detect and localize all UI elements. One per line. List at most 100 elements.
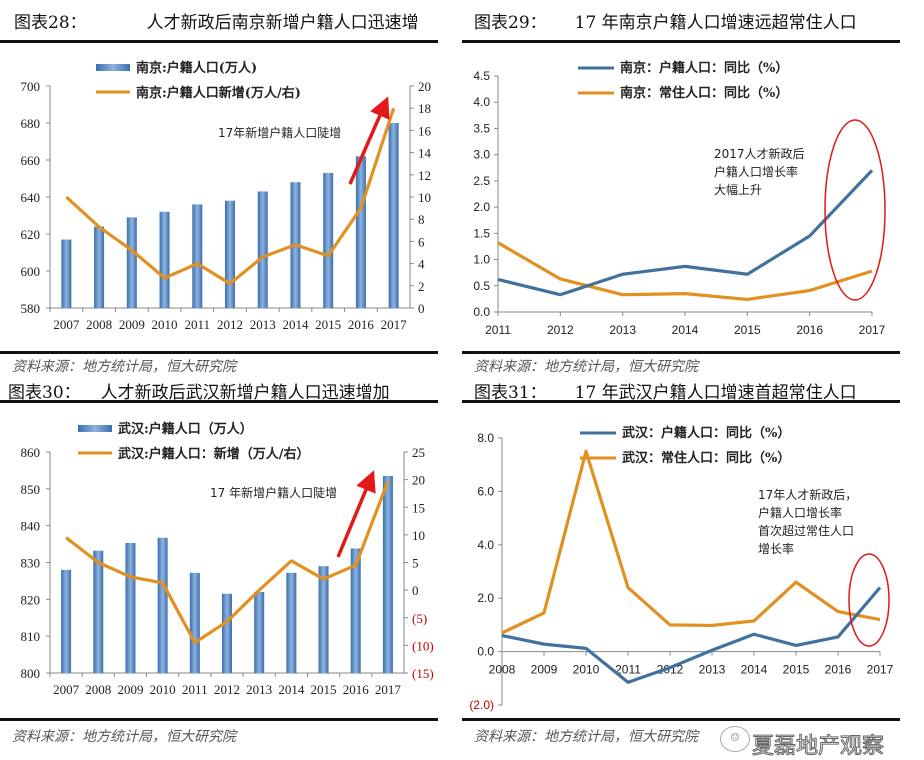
bar	[323, 172, 334, 308]
series-line-hukou	[497, 169, 874, 297]
x-tick-label: 2015	[315, 317, 341, 332]
left-tick-label: 620	[21, 227, 41, 242]
bar	[93, 550, 104, 673]
x-tick-label: 2017	[867, 663, 894, 677]
legend-label: 武汉：户籍人口：同比（%）	[622, 425, 790, 441]
annotation-text: 17 年新增户籍人口陡增	[210, 485, 337, 500]
right-tick-label: (10)	[412, 638, 434, 653]
right-tick-label: 0	[412, 583, 419, 598]
bar	[225, 200, 235, 308]
y-tick-label: 3.5	[473, 121, 490, 135]
x-tick-label: 2015	[311, 682, 337, 697]
x-tick-label: 2014	[278, 682, 305, 697]
highlight-ellipse	[824, 119, 886, 301]
chart-30-label: 图表30：	[8, 383, 81, 403]
chart-30-top-rule	[0, 400, 438, 403]
x-tick-label: 2014	[672, 323, 699, 337]
annotation-line: 户籍人口增长率	[758, 505, 842, 520]
legend-bar-swatch	[96, 64, 130, 71]
chart-29: 0.0 0.5 1.0 1.5 2.0 2.5 3.0 3.5 4.0 4.5 2011 2012 20…	[473, 60, 886, 337]
x-tick-label: 2016	[348, 317, 375, 332]
x-tick-label: 2012	[214, 682, 240, 697]
chart-28: 580 600 620 640 660 680 700 0 2 4 6 8 10 12 14 16 18 20 20…	[21, 60, 432, 332]
chart-29-title-text: 17 年南京户籍人口增速远超常住人口	[574, 13, 857, 33]
left-tick-label: 580	[21, 301, 41, 316]
chart-30-title: 图表30： 人才新政后武汉新增户籍人口迅速增加	[8, 378, 390, 403]
y-tick-label: 0.0	[473, 305, 490, 319]
x-tick-label: 2011	[182, 682, 208, 697]
legend-bar-swatch	[78, 425, 112, 432]
bar	[382, 475, 393, 673]
legend-label-bars: 武汉:户籍人口（万人）	[118, 421, 253, 437]
x-tick-label: 2011	[485, 323, 511, 337]
x-tick-label: 2016	[825, 663, 852, 677]
y-tick-label: 1.5	[473, 226, 490, 240]
chart-31-title-text: 17 年武汉户籍人口增速首超常住人口	[574, 383, 857, 403]
bar	[388, 123, 399, 308]
left-tick-label: 800	[21, 666, 41, 681]
x-tick-label: 2016	[343, 682, 370, 697]
x-tick-label: 2013	[246, 682, 272, 697]
left-tick-label: 640	[21, 190, 41, 205]
right-tick-label: 10	[412, 528, 425, 543]
legend-label-line: 武汉:户籍人口：新增（万人/右）	[118, 446, 310, 462]
x-tick-label: 2013	[699, 663, 726, 677]
x-tick-label: 2008	[86, 317, 112, 332]
chart-31-bottom-rule	[462, 718, 900, 721]
red-arrow	[348, 96, 390, 185]
right-tick-label: 25	[412, 445, 425, 460]
series-line-resident	[497, 241, 873, 302]
legend-label: 武汉：常住人口：同比（%）	[622, 450, 790, 466]
right-tick-label: 12	[418, 168, 431, 183]
right-tick-label: 0	[418, 301, 425, 316]
annotation-line: 大幅上升	[714, 182, 762, 197]
bar	[355, 156, 366, 308]
chart-28-top-rule	[0, 40, 438, 43]
bar	[61, 569, 72, 673]
bar	[257, 191, 268, 308]
bar	[61, 239, 72, 308]
x-tick-label: 2009	[119, 317, 145, 332]
right-tick-label: 5	[412, 556, 419, 571]
x-tick-label: 2017	[375, 682, 402, 697]
bar	[254, 591, 265, 673]
red-arrow	[336, 470, 376, 558]
x-tick-label: 2010	[152, 317, 178, 332]
left-tick-label: 700	[21, 79, 41, 94]
bar	[157, 537, 168, 673]
left-tick-label: 810	[21, 629, 41, 644]
left-tick-label: 600	[21, 264, 41, 279]
y-tick-label: (2.0)	[469, 698, 494, 712]
x-tick-label: 2014	[282, 317, 309, 332]
x-tick-label: 2008	[85, 682, 111, 697]
right-tick-label: 20	[418, 79, 431, 94]
legend-label-line: 南京:户籍人口新增(万人/右)	[136, 85, 301, 101]
chart-29-bottom-rule	[462, 351, 900, 354]
x-tick-label: 2007	[53, 317, 80, 332]
left-tick-label: 820	[21, 592, 41, 607]
bar	[94, 226, 105, 308]
series-line-resident	[501, 449, 881, 635]
x-tick-label: 2011	[615, 663, 641, 677]
bar	[286, 572, 297, 673]
x-tick-label: 2017	[381, 317, 408, 332]
right-tick-label: 14	[418, 146, 432, 161]
legend-label-bars: 南京:户籍人口(万人)	[136, 60, 257, 76]
annotation-line: 首次超过常住人口	[758, 523, 854, 538]
legend-label: 南京：常住人口：同比（%）	[620, 85, 788, 101]
series-line-hukou	[501, 586, 882, 684]
bar	[125, 542, 136, 673]
annotation-line: 户籍人口增长率	[714, 164, 798, 179]
right-tick-label: 15	[412, 500, 425, 515]
bar	[159, 211, 170, 308]
left-tick-label: 830	[21, 556, 41, 571]
legend-label: 南京：户籍人口：同比（%）	[620, 60, 788, 76]
chart-28-source: 资料来源：地方统计局，恒大研究院	[12, 359, 236, 375]
chart-31-source: 资料来源：地方统计局，恒大研究院	[474, 729, 698, 745]
x-tick-label: 2007	[53, 682, 80, 697]
left-tick-label: 660	[21, 153, 41, 168]
chart-29-top-rule	[462, 40, 900, 43]
x-tick-label: 2015	[783, 663, 810, 677]
chart-30-source: 资料来源：地方统计局，恒大研究院	[12, 729, 236, 745]
